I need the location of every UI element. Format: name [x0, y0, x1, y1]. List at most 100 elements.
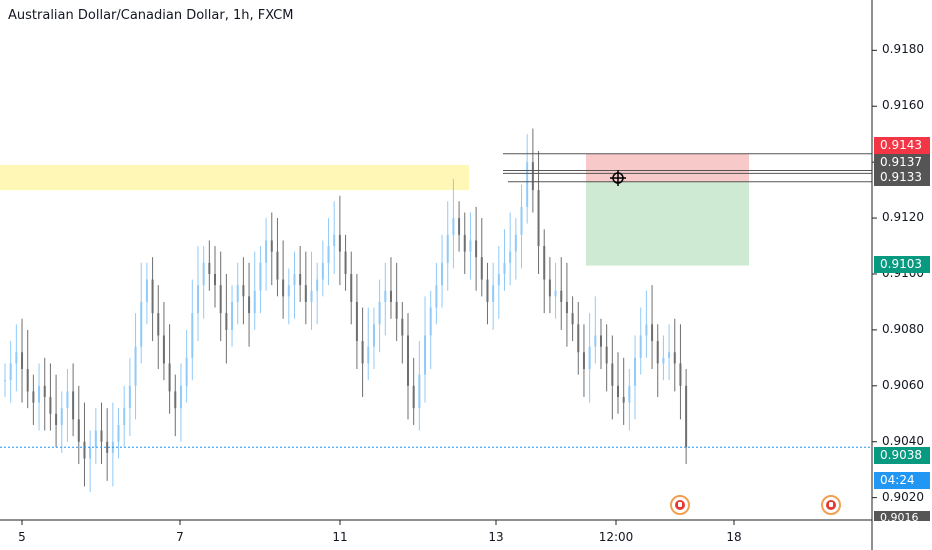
candle-body — [537, 190, 540, 247]
candle-body — [480, 257, 483, 280]
x-tick-label: 5 — [18, 530, 26, 544]
candle-body — [321, 262, 324, 280]
x-tick-label: 12:00 — [598, 530, 634, 544]
candle-body — [15, 352, 18, 364]
candle-countdown-label: 04:24 — [874, 472, 930, 489]
candle-body — [293, 273, 296, 286]
canada-flag-icon[interactable] — [670, 495, 690, 515]
candle-body — [128, 385, 131, 409]
candle-body — [242, 285, 245, 297]
candle-body — [287, 285, 290, 297]
take-profit-zone — [586, 181, 749, 266]
candle-body — [355, 301, 358, 342]
stop-loss-price-label: 0.9143 — [874, 137, 930, 154]
candle-body — [395, 301, 398, 319]
entry-price-label: 0.9133 — [874, 169, 930, 186]
canada-flag-icon[interactable] — [821, 495, 841, 515]
candle-body — [26, 369, 29, 392]
x-tick-label: 13 — [488, 530, 504, 544]
bottom-price-label: 0.9016 — [874, 511, 930, 521]
candle-body — [21, 352, 24, 370]
candle-body — [628, 385, 631, 403]
candle-body — [231, 301, 234, 330]
candle-body — [639, 335, 642, 358]
candle-body — [299, 273, 302, 286]
candle-body — [458, 218, 461, 235]
candle-body — [452, 218, 455, 235]
candle-body — [389, 290, 392, 302]
candle-body — [43, 385, 46, 397]
candle-body — [424, 335, 427, 375]
candle-body — [316, 279, 319, 291]
candle-body — [202, 262, 205, 286]
candle-body — [634, 357, 637, 386]
candle-body — [509, 251, 512, 263]
candle-body — [526, 162, 529, 207]
candle-body — [475, 240, 478, 258]
entry-high-price-label: 0.9137 — [874, 154, 930, 171]
candle-body — [185, 357, 188, 386]
candle-body — [429, 307, 432, 336]
y-tick-label: 0.9160 — [882, 98, 924, 113]
candle-body — [214, 273, 217, 286]
move-crosshair-icon[interactable] — [610, 170, 626, 186]
candle-body — [492, 285, 495, 302]
candle-body — [622, 396, 625, 403]
candle-body — [406, 335, 409, 386]
supply-zone — [0, 164, 469, 191]
candle-body — [577, 324, 580, 353]
candle-body — [599, 335, 602, 347]
candle-body — [83, 441, 86, 459]
current-price-label: 0.9038 — [874, 447, 930, 464]
y-tick-label: 0.9120 — [882, 210, 924, 225]
candle-body — [117, 424, 120, 442]
candle-body — [123, 408, 126, 425]
candle-body — [588, 346, 591, 370]
candle-body — [582, 352, 585, 370]
candle-body — [338, 234, 341, 252]
candle-body — [191, 313, 194, 358]
candle-body — [304, 285, 307, 302]
candle-body — [401, 318, 404, 336]
chart-title: Australian Dollar/Canadian Dollar, 1h, F… — [8, 8, 294, 23]
y-tick-label: 0.9180 — [882, 42, 924, 57]
candle-body — [89, 447, 92, 459]
candle-body — [94, 430, 97, 448]
candle-body — [685, 385, 688, 448]
candle-body — [344, 251, 347, 274]
candle-body — [412, 385, 415, 409]
candle-body — [140, 301, 143, 347]
candle-body — [520, 206, 523, 235]
candle-body — [145, 279, 148, 302]
candle-body — [372, 324, 375, 347]
candle-body — [486, 279, 489, 302]
candle-body — [560, 290, 563, 302]
candle-body — [265, 240, 268, 263]
candle-body — [208, 262, 211, 274]
candle-body — [554, 290, 557, 297]
candle-body — [60, 408, 63, 425]
candle-body — [248, 296, 251, 314]
candle-body — [531, 162, 534, 191]
candle-body — [446, 234, 449, 263]
candle-body — [418, 374, 421, 409]
y-tick-label: 0.9080 — [882, 321, 924, 336]
candle-body — [9, 363, 12, 381]
candle-body — [503, 262, 506, 274]
candle-body — [157, 313, 160, 336]
candle-body — [151, 279, 154, 314]
candle-body — [270, 240, 273, 252]
candle-body — [236, 285, 239, 302]
candle-body — [49, 396, 52, 414]
candle-body — [463, 234, 466, 252]
candle-body — [543, 246, 546, 280]
candle-body — [679, 363, 682, 386]
candle-body — [435, 285, 438, 308]
candle-body — [38, 385, 41, 403]
candle-body — [179, 385, 182, 409]
candle-body — [645, 324, 648, 336]
candle-body — [361, 341, 364, 364]
candle-body — [259, 262, 262, 291]
candle-body — [594, 335, 597, 347]
